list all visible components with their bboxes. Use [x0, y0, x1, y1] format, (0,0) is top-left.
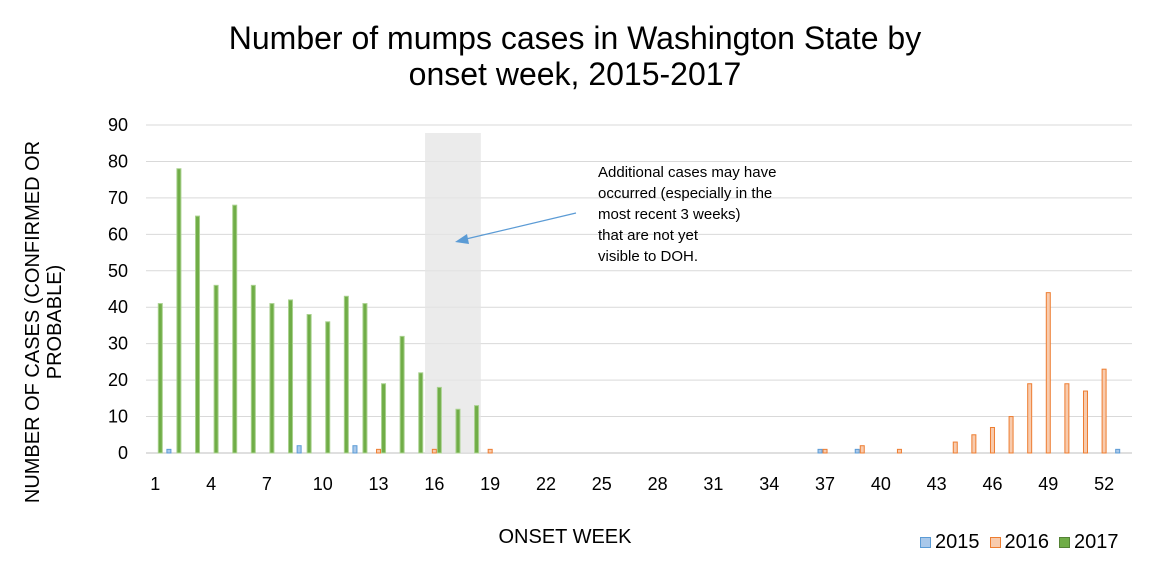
bar-2017: [474, 405, 480, 454]
bar-2017: [176, 168, 182, 454]
x-tick-label: 31: [703, 474, 723, 494]
legend-label-2017: 2017: [1074, 531, 1119, 553]
bar-2016: [431, 448, 437, 454]
legend: 2015 2016 2017: [920, 531, 1119, 554]
x-tick-label: 49: [1038, 474, 1058, 494]
y-tick-label: 10: [108, 407, 128, 427]
y-tick-label: 20: [108, 370, 128, 390]
y-tick-label: 80: [108, 151, 128, 171]
x-tick-label: 28: [648, 474, 668, 494]
x-tick-label: 25: [592, 474, 612, 494]
annotation-line: Additional cases may have: [598, 164, 777, 181]
bar-2017: [232, 204, 238, 454]
bar-2016: [1082, 390, 1088, 454]
bar-2015: [166, 448, 172, 454]
x-tick-label: 52: [1094, 474, 1114, 494]
x-tick-label: 10: [313, 474, 333, 494]
chart-title-line-2: onset week, 2015-2017: [408, 56, 742, 92]
x-tick-label: 22: [536, 474, 556, 494]
bar-2017: [381, 383, 387, 454]
bar-2016: [952, 441, 958, 454]
bar-2017: [213, 284, 219, 454]
bar-2016: [1027, 383, 1033, 454]
bar-2016: [859, 445, 865, 454]
x-tick-label: 40: [871, 474, 891, 494]
bar-2017: [455, 408, 461, 454]
bar-2016: [822, 448, 828, 454]
bar-2017: [306, 314, 312, 454]
x-tick-label: 4: [206, 474, 216, 494]
legend-swatch-2016: [989, 537, 1001, 548]
legend-swatch-2015: [920, 537, 931, 548]
bar-2017: [436, 386, 442, 454]
bar-2016: [896, 448, 902, 454]
bar-2016: [989, 426, 995, 454]
y-tick-label: 30: [108, 334, 128, 354]
bar-2017: [325, 321, 331, 454]
y-tick-label: 40: [108, 297, 128, 317]
x-tick-label: 34: [759, 474, 779, 494]
y-tick-label: 70: [108, 188, 128, 208]
annotation-line: occurred (especially in the: [598, 185, 773, 202]
bar-2016: [1064, 383, 1070, 454]
chart-title: Number of mumps cases in Washington Stat…: [170, 20, 980, 92]
legend-label-2015: 2015: [935, 531, 980, 553]
x-axis-label: ONSET WEEK: [498, 526, 632, 548]
legend-swatch-2017: [1059, 537, 1070, 548]
bar-2016: [971, 434, 977, 454]
bar-2017: [418, 372, 424, 454]
x-tick-label: 7: [262, 474, 272, 494]
bar-2015: [817, 448, 823, 454]
x-tick-label: 1: [150, 474, 160, 494]
x-tick-label: 43: [927, 474, 947, 494]
legend-label-2016: 2016: [1004, 531, 1050, 553]
annotation-line: that are not yet: [598, 227, 699, 244]
bar-2016: [1008, 416, 1014, 454]
bar-2016: [376, 448, 382, 454]
bar-2015: [1115, 448, 1121, 454]
bar-2016: [487, 448, 493, 454]
legend-item-2017: 2017: [1059, 531, 1119, 554]
legend-item-2015: 2015: [920, 531, 980, 554]
bar-2017: [250, 284, 256, 454]
y-tick-label: 60: [108, 224, 128, 244]
bar-2015: [854, 448, 860, 454]
x-tick-label: 46: [982, 474, 1002, 494]
x-tick-label: 13: [369, 474, 389, 494]
chart-title-line-1: Number of mumps cases in Washington Stat…: [228, 20, 922, 56]
annotation-line: visible to DOH.: [598, 248, 699, 265]
annotation-line: most recent 3 weeks): [598, 206, 741, 223]
bar-2017: [269, 303, 275, 454]
bar-2017: [343, 295, 349, 454]
annotation-note: Additional cases may have occurred (espe…: [598, 162, 838, 267]
bar-2015: [352, 445, 358, 454]
x-tick-label: 37: [815, 474, 835, 494]
bar-2015: [296, 445, 302, 454]
y-tick-label: 50: [108, 261, 128, 281]
y-tick-label: 0: [118, 443, 128, 463]
y-tick-label: 90: [108, 115, 128, 135]
bar-2017: [362, 303, 368, 454]
x-tick-label: 19: [480, 474, 500, 494]
bar-2017: [157, 303, 163, 454]
shaded-region: [425, 133, 481, 453]
bar-2016: [1101, 368, 1107, 454]
bar-2017: [195, 215, 201, 454]
bar-2016: [1045, 292, 1051, 454]
bar-2017: [399, 335, 405, 454]
x-tick-label: 16: [424, 474, 444, 494]
annotation-arrow-line: [465, 212, 577, 240]
annotation-arrow-head: [455, 234, 469, 244]
legend-item-2016: 2016: [989, 531, 1050, 554]
bar-2017: [288, 299, 294, 454]
